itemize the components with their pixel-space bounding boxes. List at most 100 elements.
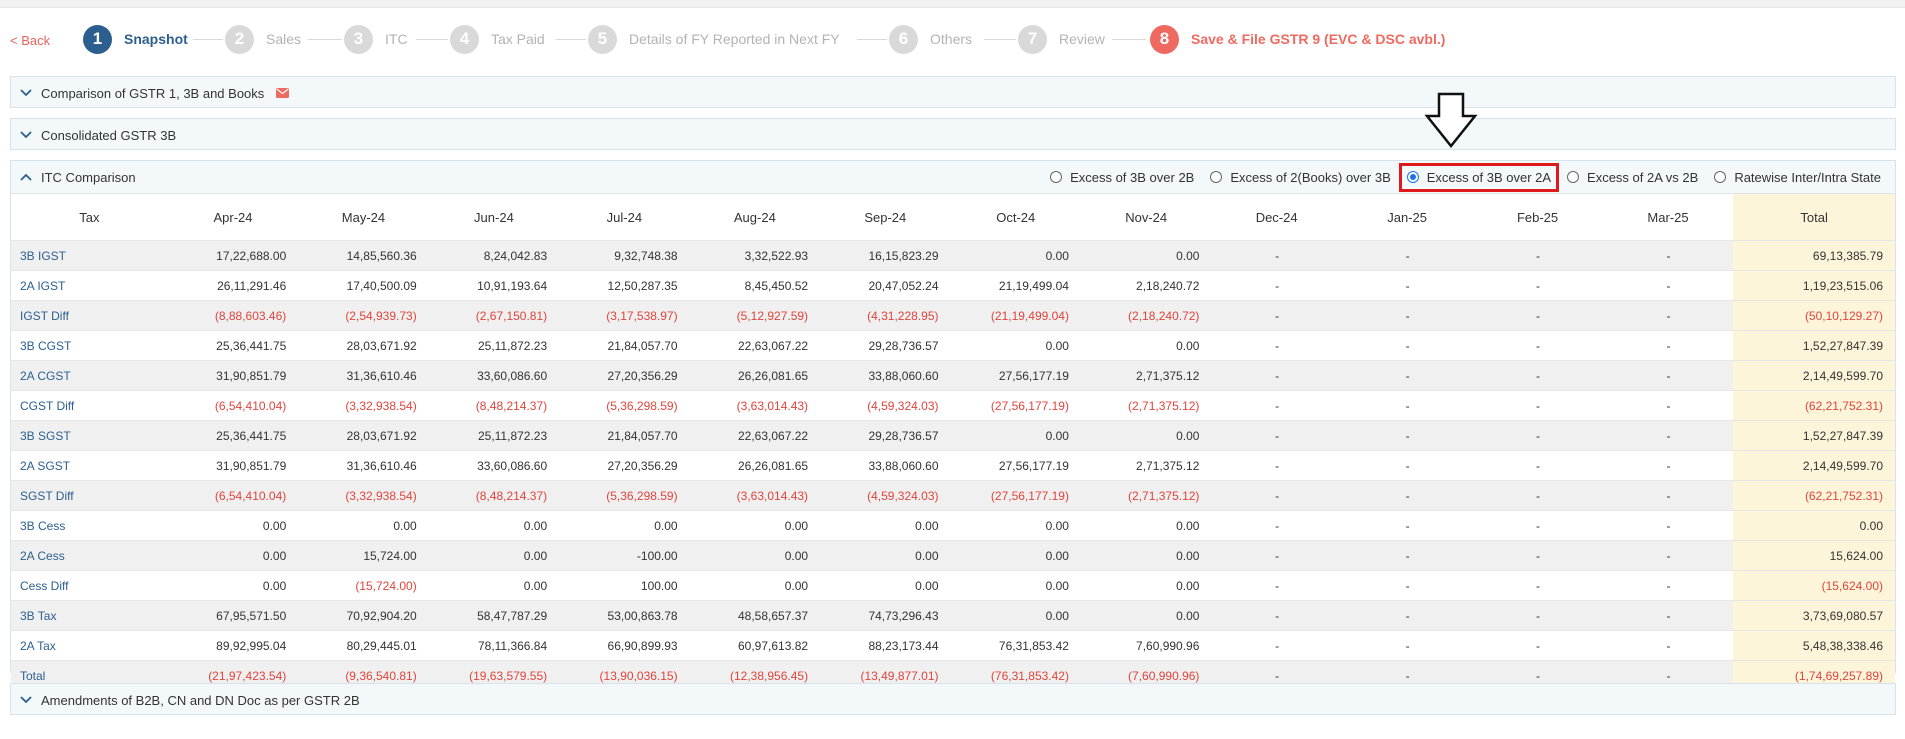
step-number: 1 <box>83 24 112 54</box>
table-cell: - <box>1211 540 1342 571</box>
table-cell: 27,20,356.29 <box>559 360 690 391</box>
table-cell: 67,95,571.50 <box>167 600 299 631</box>
radio-circle[interactable] <box>1714 171 1727 183</box>
chevron-up-icon[interactable] <box>11 173 41 181</box>
panel-title: Consolidated GSTR 3B <box>41 127 177 143</box>
wizard-stepper: < Back 1 Snapshot 2 Sales 3 ITC 4 Tax Pa… <box>0 22 1905 56</box>
radio-label: Excess of 2A vs 2B <box>1587 169 1699 185</box>
column-header: Oct-24 <box>950 194 1081 241</box>
table-cell: 0.00 <box>167 540 299 571</box>
radio-excess-books-over-3b[interactable]: Excess of 2(Books) over 3B <box>1210 170 1391 185</box>
table-cell: 33,60,086.60 <box>428 360 560 391</box>
step-snapshot[interactable]: 1 Snapshot <box>83 24 188 54</box>
amendments-panel-header[interactable]: Amendments of B2B, CN and DN Doc as per … <box>11 684 1895 716</box>
step-details-next-fy[interactable]: 5 Details of FY Reported in Next FY <box>588 24 840 54</box>
step-connector <box>416 39 448 40</box>
table-cell: 0.00 <box>820 510 951 541</box>
itc-comparison-panel: ITC Comparison Excess of 3B over 2B Exce… <box>10 160 1896 691</box>
table-cell: (4,59,324.03) <box>820 390 951 421</box>
table-row: CGST Diff (6,54,410.04) (3,32,938.54) (8,48… <box>11 390 1895 421</box>
step-number: 5 <box>588 24 617 54</box>
table-header-row: Tax Apr-24 May-24 Jun-24 Jul-24 Aug-24 Sep-24 O… <box>11 194 1895 241</box>
step-others[interactable]: 6 Others <box>889 24 972 54</box>
table-cell: - <box>1211 360 1342 391</box>
step-connector <box>308 39 342 40</box>
table-cell: 15,624.00 <box>1733 540 1895 571</box>
mail-icon[interactable] <box>276 88 290 98</box>
chevron-down-icon[interactable] <box>11 89 41 97</box>
table-cell: (3,17,538.97) <box>559 300 690 331</box>
table-cell: (8,48,214.37) <box>428 480 560 511</box>
table-cell: 7,60,990.96 <box>1080 630 1212 661</box>
table-cell: 3,32,522.93 <box>689 240 821 271</box>
table-body: 3B IGST 17,22,688.00 14,85,560.36 8,24,042.… <box>11 240 1895 691</box>
radio-excess-2a-vs-2b[interactable]: Excess of 2A vs 2B <box>1567 170 1698 185</box>
itc-comparison-table: Tax Apr-24 May-24 Jun-24 Jul-24 Aug-24 Sep-24 O… <box>11 194 1895 691</box>
table-cell: - <box>1472 630 1603 661</box>
table-cell: 29,28,736.57 <box>820 420 951 451</box>
step-sales[interactable]: 2 Sales <box>225 24 301 54</box>
table-cell: - <box>1602 450 1734 481</box>
step-connector <box>193 39 223 40</box>
step-tax-paid[interactable]: 4 Tax Paid <box>450 24 545 54</box>
column-header: Total <box>1733 194 1895 241</box>
top-bar <box>0 0 1905 8</box>
tax-label-cell: 2A CGST <box>11 360 168 391</box>
column-header: Mar-25 <box>1602 194 1734 241</box>
table-cell: 48,58,657.37 <box>689 600 821 631</box>
step-itc[interactable]: 3 ITC <box>344 24 408 54</box>
table-cell: 9,32,748.38 <box>559 240 690 271</box>
table-cell: 0.00 <box>1080 330 1212 361</box>
table-cell: 66,90,899.93 <box>559 630 690 661</box>
table-cell: 0.00 <box>428 540 560 571</box>
table-cell: - <box>1211 570 1342 601</box>
table-cell: 0.00 <box>820 570 951 601</box>
tax-label-cell: 2A IGST <box>11 270 168 301</box>
step-save-file[interactable]: 8 Save & File GSTR 9 (EVC & DSC avbl.) <box>1150 24 1445 54</box>
table-row: 2A CGST 31,90,851.79 31,36,610.46 33,60,086… <box>11 360 1895 391</box>
table-cell: 0.00 <box>950 600 1081 631</box>
table-row: 3B Tax 67,95,571.50 70,92,904.20 58,47,787.… <box>11 600 1895 631</box>
itc-panel-header[interactable]: ITC Comparison <box>11 161 1895 194</box>
step-review[interactable]: 7 Review <box>1018 24 1105 54</box>
table-cell: 15,724.00 <box>298 540 429 571</box>
radio-circle[interactable] <box>1050 171 1063 183</box>
chevron-down-icon[interactable] <box>11 696 41 704</box>
table-cell: 0.00 <box>950 420 1081 451</box>
table-cell: - <box>1211 450 1342 481</box>
tax-label-cell: 3B IGST <box>11 240 168 271</box>
step-connector <box>857 39 887 40</box>
radio-ratewise-inter-intra[interactable]: Ratewise Inter/Intra State <box>1714 170 1881 185</box>
table-cell: 8,24,042.83 <box>428 240 560 271</box>
table-cell: 17,40,500.09 <box>298 270 429 301</box>
table-cell: - <box>1341 570 1473 601</box>
comparison-panel-header[interactable]: Comparison of GSTR 1, 3B and Books <box>11 77 1895 109</box>
back-link[interactable]: < Back <box>10 33 51 48</box>
tax-label-cell: 3B SGST <box>11 420 168 451</box>
table-cell: - <box>1472 600 1603 631</box>
table-cell: 0.00 <box>950 510 1081 541</box>
table-cell: - <box>1341 630 1473 661</box>
table-cell: 21,84,057.70 <box>559 330 690 361</box>
radio-circle-selected[interactable] <box>1406 171 1419 183</box>
radio-circle[interactable] <box>1567 171 1580 183</box>
table-row: 3B CGST 25,36,441.75 28,03,671.92 25,11,872… <box>11 330 1895 361</box>
step-number: 7 <box>1018 24 1047 54</box>
radio-label: Excess of 3B over 2A <box>1426 169 1552 185</box>
table-cell: - <box>1602 600 1734 631</box>
radio-circle[interactable] <box>1210 171 1223 183</box>
table-cell: - <box>1341 540 1473 571</box>
table-cell: 22,63,067.22 <box>689 420 821 451</box>
table-cell: - <box>1602 540 1734 571</box>
table-cell: 29,28,736.57 <box>820 330 951 361</box>
step-number: 2 <box>225 24 254 54</box>
table-row: SGST Diff (6,54,410.04) (3,32,938.54) (8,48… <box>11 480 1895 511</box>
chevron-down-icon[interactable] <box>11 131 41 139</box>
radio-excess-3b-over-2b[interactable]: Excess of 3B over 2B <box>1050 170 1194 185</box>
table-cell: 33,88,060.60 <box>820 360 951 391</box>
table-cell: - <box>1472 360 1603 391</box>
consolidated-panel-header[interactable]: Consolidated GSTR 3B <box>11 119 1895 151</box>
radio-excess-3b-over-2a[interactable]: Excess of 3B over 2A <box>1406 169 1552 185</box>
tax-label-cell: SGST Diff <box>11 480 168 511</box>
table-cell: 20,47,052.24 <box>820 270 951 301</box>
